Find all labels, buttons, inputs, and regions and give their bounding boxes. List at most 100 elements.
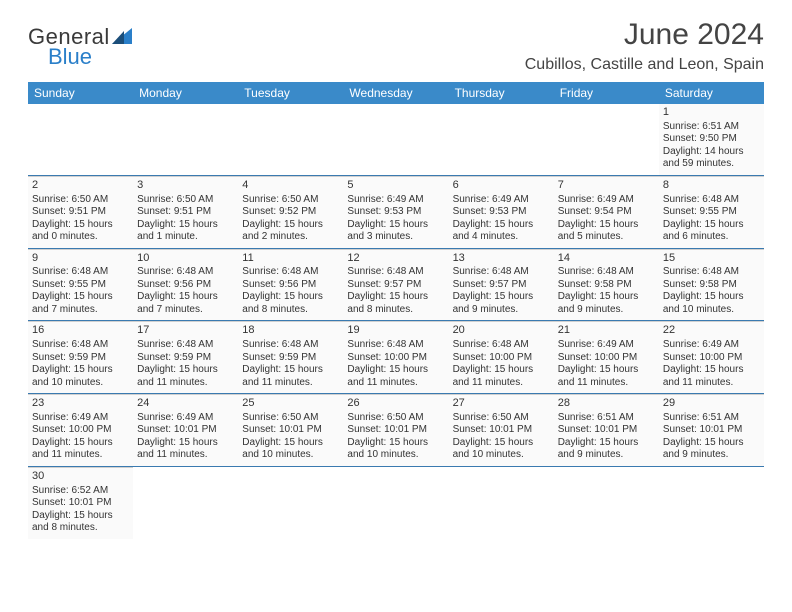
daylight-text-2: and 9 minutes. bbox=[453, 304, 550, 317]
day-cell: 28Sunrise: 6:51 AMSunset: 10:01 PMDaylig… bbox=[554, 394, 659, 466]
month-title: June 2024 bbox=[525, 18, 764, 52]
daylight-text-1: Daylight: 15 hours bbox=[347, 219, 444, 232]
daylight-text-1: Daylight: 15 hours bbox=[663, 437, 760, 450]
sunset-text: Sunset: 10:01 PM bbox=[558, 424, 655, 437]
daylight-text-1: Daylight: 15 hours bbox=[137, 219, 234, 232]
daylight-text-1: Daylight: 15 hours bbox=[558, 364, 655, 377]
sunset-text: Sunset: 9:56 PM bbox=[137, 279, 234, 292]
day-number: 3 bbox=[137, 179, 234, 193]
daylight-text-1: Daylight: 15 hours bbox=[32, 364, 129, 377]
sunset-text: Sunset: 9:55 PM bbox=[32, 279, 129, 292]
daylight-text-1: Daylight: 15 hours bbox=[32, 510, 129, 523]
daylight-text-2: and 7 minutes. bbox=[32, 304, 129, 317]
sunset-text: Sunset: 10:01 PM bbox=[453, 424, 550, 437]
daylight-text-1: Daylight: 15 hours bbox=[663, 291, 760, 304]
day-number: 17 bbox=[137, 324, 234, 338]
sunrise-text: Sunrise: 6:48 AM bbox=[242, 266, 339, 279]
day-cell-empty bbox=[28, 104, 133, 175]
day-cell-empty bbox=[133, 467, 238, 539]
sunset-text: Sunset: 9:50 PM bbox=[663, 133, 760, 146]
sunrise-text: Sunrise: 6:49 AM bbox=[137, 412, 234, 425]
week-row: 23Sunrise: 6:49 AMSunset: 10:00 PMDaylig… bbox=[28, 394, 764, 467]
page-header: General June 2024 Cubillos, Castille and… bbox=[28, 18, 764, 74]
sunset-text: Sunset: 10:01 PM bbox=[242, 424, 339, 437]
day-number: 22 bbox=[663, 324, 760, 338]
sunrise-text: Sunrise: 6:49 AM bbox=[558, 194, 655, 207]
weekday-header: Monday bbox=[133, 82, 238, 104]
day-number: 11 bbox=[242, 252, 339, 266]
weekday-header: Saturday bbox=[659, 82, 764, 104]
sunset-text: Sunset: 9:57 PM bbox=[347, 279, 444, 292]
sunset-text: Sunset: 10:00 PM bbox=[558, 352, 655, 365]
day-cell: 2Sunrise: 6:50 AMSunset: 9:51 PMDaylight… bbox=[28, 176, 133, 248]
daylight-text-2: and 0 minutes. bbox=[32, 231, 129, 244]
sunrise-text: Sunrise: 6:50 AM bbox=[137, 194, 234, 207]
day-number: 4 bbox=[242, 179, 339, 193]
sunrise-text: Sunrise: 6:48 AM bbox=[32, 339, 129, 352]
sunset-text: Sunset: 9:56 PM bbox=[242, 279, 339, 292]
day-number: 30 bbox=[32, 470, 129, 484]
daylight-text-2: and 11 minutes. bbox=[137, 377, 234, 390]
daylight-text-1: Daylight: 15 hours bbox=[453, 364, 550, 377]
daylight-text-2: and 7 minutes. bbox=[137, 304, 234, 317]
day-number: 10 bbox=[137, 252, 234, 266]
day-number: 2 bbox=[32, 179, 129, 193]
daylight-text-2: and 8 minutes. bbox=[347, 304, 444, 317]
daylight-text-1: Daylight: 15 hours bbox=[663, 219, 760, 232]
day-cell: 21Sunrise: 6:49 AMSunset: 10:00 PMDaylig… bbox=[554, 321, 659, 393]
daylight-text-1: Daylight: 15 hours bbox=[347, 291, 444, 304]
daylight-text-2: and 9 minutes. bbox=[663, 449, 760, 462]
day-number: 5 bbox=[347, 179, 444, 193]
day-cell-empty bbox=[659, 467, 764, 539]
day-cell: 14Sunrise: 6:48 AMSunset: 9:58 PMDayligh… bbox=[554, 249, 659, 321]
sunrise-text: Sunrise: 6:52 AM bbox=[32, 485, 129, 498]
day-cell: 27Sunrise: 6:50 AMSunset: 10:01 PMDaylig… bbox=[449, 394, 554, 466]
sunset-text: Sunset: 10:01 PM bbox=[137, 424, 234, 437]
day-number: 16 bbox=[32, 324, 129, 338]
sunrise-text: Sunrise: 6:48 AM bbox=[663, 194, 760, 207]
sunset-text: Sunset: 10:00 PM bbox=[32, 424, 129, 437]
weekday-header: Sunday bbox=[28, 82, 133, 104]
day-number: 24 bbox=[137, 397, 234, 411]
sunrise-text: Sunrise: 6:50 AM bbox=[242, 194, 339, 207]
weekday-header-row: Sunday Monday Tuesday Wednesday Thursday… bbox=[28, 82, 764, 104]
sunset-text: Sunset: 10:01 PM bbox=[32, 497, 129, 510]
weekday-header: Tuesday bbox=[238, 82, 343, 104]
day-cell: 4Sunrise: 6:50 AMSunset: 9:52 PMDaylight… bbox=[238, 176, 343, 248]
sunrise-text: Sunrise: 6:50 AM bbox=[347, 412, 444, 425]
sunset-text: Sunset: 10:00 PM bbox=[453, 352, 550, 365]
day-cell-empty bbox=[449, 467, 554, 539]
day-cell: 20Sunrise: 6:48 AMSunset: 10:00 PMDaylig… bbox=[449, 321, 554, 393]
sunset-text: Sunset: 10:00 PM bbox=[663, 352, 760, 365]
week-row: 30Sunrise: 6:52 AMSunset: 10:01 PMDaylig… bbox=[28, 467, 764, 539]
sunset-text: Sunset: 10:01 PM bbox=[663, 424, 760, 437]
day-number: 20 bbox=[453, 324, 550, 338]
sunrise-text: Sunrise: 6:50 AM bbox=[242, 412, 339, 425]
day-cell-empty bbox=[343, 104, 448, 175]
daylight-text-1: Daylight: 15 hours bbox=[453, 219, 550, 232]
daylight-text-2: and 9 minutes. bbox=[558, 304, 655, 317]
weekday-header: Friday bbox=[554, 82, 659, 104]
sunset-text: Sunset: 9:51 PM bbox=[32, 206, 129, 219]
sunset-text: Sunset: 9:58 PM bbox=[558, 279, 655, 292]
daylight-text-1: Daylight: 14 hours bbox=[663, 146, 760, 159]
daylight-text-2: and 11 minutes. bbox=[137, 449, 234, 462]
daylight-text-1: Daylight: 15 hours bbox=[453, 291, 550, 304]
day-number: 19 bbox=[347, 324, 444, 338]
day-cell: 29Sunrise: 6:51 AMSunset: 10:01 PMDaylig… bbox=[659, 394, 764, 466]
week-row: 16Sunrise: 6:48 AMSunset: 9:59 PMDayligh… bbox=[28, 321, 764, 394]
weekday-header: Thursday bbox=[449, 82, 554, 104]
daylight-text-2: and 4 minutes. bbox=[453, 231, 550, 244]
day-cell: 25Sunrise: 6:50 AMSunset: 10:01 PMDaylig… bbox=[238, 394, 343, 466]
day-cell: 16Sunrise: 6:48 AMSunset: 9:59 PMDayligh… bbox=[28, 321, 133, 393]
daylight-text-2: and 10 minutes. bbox=[347, 449, 444, 462]
sunrise-text: Sunrise: 6:48 AM bbox=[137, 339, 234, 352]
day-cell-empty bbox=[343, 467, 448, 539]
day-number: 12 bbox=[347, 252, 444, 266]
sunrise-text: Sunrise: 6:49 AM bbox=[663, 339, 760, 352]
day-cell: 22Sunrise: 6:49 AMSunset: 10:00 PMDaylig… bbox=[659, 321, 764, 393]
day-cell-empty bbox=[238, 467, 343, 539]
sunset-text: Sunset: 9:51 PM bbox=[137, 206, 234, 219]
daylight-text-2: and 11 minutes. bbox=[663, 377, 760, 390]
day-cell: 19Sunrise: 6:48 AMSunset: 10:00 PMDaylig… bbox=[343, 321, 448, 393]
